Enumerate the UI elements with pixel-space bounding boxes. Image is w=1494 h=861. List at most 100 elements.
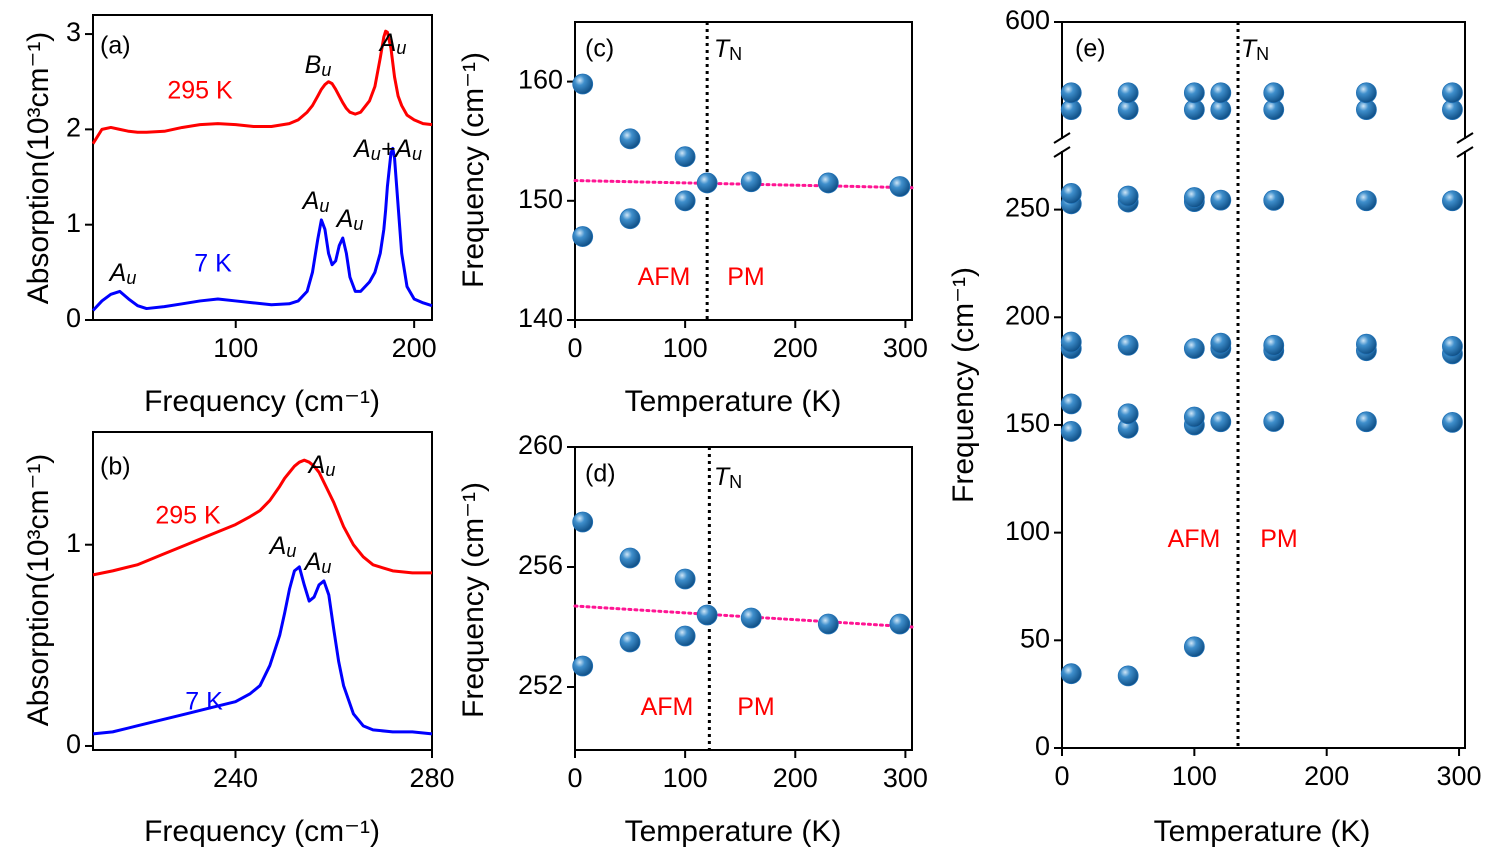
data-point xyxy=(619,631,641,653)
data-point xyxy=(1263,189,1285,211)
data-point xyxy=(1356,333,1377,355)
annotation-subscript: u xyxy=(319,196,329,216)
y-tick-label: 260 xyxy=(518,430,563,460)
annotation-subscript: N xyxy=(1256,44,1269,64)
data-point xyxy=(619,547,641,569)
data-point xyxy=(674,190,696,212)
annotation: PM xyxy=(737,693,775,721)
data-point xyxy=(674,625,696,647)
annotation-text: PM xyxy=(737,693,775,721)
data-point xyxy=(1183,406,1205,428)
series-label: 295 K xyxy=(155,502,221,530)
data-point xyxy=(740,607,762,629)
data-point xyxy=(1060,663,1082,685)
y-axis-label: Frequency (cm⁻¹) xyxy=(947,267,980,503)
data-point xyxy=(619,128,641,150)
y-tick-label: 252 xyxy=(518,670,563,700)
annotation-text: T xyxy=(1241,35,1258,63)
annotation: Au xyxy=(303,548,332,578)
spectrum-line xyxy=(92,565,433,736)
annotation: TN xyxy=(714,35,742,65)
annotation-text: B xyxy=(305,51,322,79)
data-point xyxy=(1117,185,1139,207)
annotation: TN xyxy=(1241,35,1269,65)
data-point xyxy=(1117,82,1139,104)
y-axis-label: Absorption(10³cm⁻¹) xyxy=(22,32,55,305)
data-point xyxy=(1442,82,1463,104)
x-tick-label: 100 xyxy=(213,333,258,363)
annotation-text: A xyxy=(307,451,326,479)
panel: 100 200 0 1 2 3 Frequency (cm⁻¹) Absorption(10³… xyxy=(22,14,437,418)
x-axis-label: Temperature (K) xyxy=(625,385,842,418)
y-tick-label: 0 xyxy=(66,303,81,333)
y-tick-label: 250 xyxy=(1005,193,1050,223)
data-point xyxy=(619,208,641,230)
y-tick-label: 200 xyxy=(1005,300,1050,330)
annotation: Au xyxy=(108,259,137,289)
panel-label: (b) xyxy=(100,453,131,481)
data-point xyxy=(572,511,594,533)
x-tick-label: 300 xyxy=(883,333,928,363)
x-axis-label: Temperature (K) xyxy=(1154,815,1371,848)
axis-break-mark xyxy=(1456,132,1474,144)
annotation-text: A xyxy=(335,205,354,233)
x-tick-label: 200 xyxy=(1304,761,1349,791)
annotation-subscript: N xyxy=(729,472,742,492)
annotation-text: A xyxy=(303,548,322,576)
x-axis-label: Frequency (cm⁻¹) xyxy=(144,815,380,848)
annotation: Au xyxy=(301,187,330,217)
x-tick-label: 200 xyxy=(773,333,818,363)
data-point xyxy=(572,655,594,677)
x-tick-label: 0 xyxy=(567,763,582,793)
annotation: AFM xyxy=(1168,525,1221,553)
y-axis-label: Frequency (cm⁻¹) xyxy=(457,482,490,718)
annotation-subscript: u xyxy=(396,38,406,58)
data-point xyxy=(889,176,911,197)
spectrum-line xyxy=(91,29,433,145)
data-point xyxy=(889,613,911,635)
data-point xyxy=(1210,82,1232,104)
y-tick-label: 2 xyxy=(66,113,81,143)
data-point xyxy=(1210,332,1232,354)
plot-frame xyxy=(574,21,913,321)
data-point xyxy=(817,172,839,194)
x-tick-label: 100 xyxy=(663,763,708,793)
y-tick-label: 1 xyxy=(66,208,81,238)
y-axis-label: Frequency (cm⁻¹) xyxy=(457,52,490,288)
x-tick-label: 100 xyxy=(1172,761,1217,791)
y-tick-label: 0 xyxy=(1035,731,1050,761)
annotation-subscript: N xyxy=(729,44,742,64)
data-point xyxy=(674,568,696,590)
annotation: TN xyxy=(714,463,742,493)
annotation-text: PM xyxy=(1260,525,1298,553)
annotation: AFM xyxy=(641,693,694,721)
annotation-text: AFM xyxy=(1168,525,1221,553)
data-point xyxy=(696,172,718,194)
series-label: 7 K xyxy=(185,688,223,716)
plot-frame xyxy=(92,14,433,321)
plot-frame xyxy=(574,446,913,751)
plot-frame xyxy=(1061,21,1466,749)
panel-label: (e) xyxy=(1075,35,1106,63)
panel: 0 100 200 300 140 150 160 Temperature (K) Freque… xyxy=(457,21,928,418)
data-point xyxy=(817,613,839,635)
annotation-text: PM xyxy=(727,263,765,291)
data-point xyxy=(1183,338,1205,359)
annotation-subscript: u xyxy=(321,557,331,577)
data-point xyxy=(572,73,594,95)
annotation-text: A xyxy=(108,259,127,287)
panel-label: (d) xyxy=(585,460,616,488)
x-tick-label: 100 xyxy=(663,333,708,363)
annotation-subscript: u xyxy=(286,541,296,561)
x-tick-label: 300 xyxy=(1437,761,1482,791)
data-point xyxy=(1183,187,1205,208)
data-point xyxy=(1060,421,1082,442)
series-label: 295 K xyxy=(167,77,233,105)
data-point xyxy=(1442,411,1463,433)
data-point xyxy=(1263,411,1285,432)
y-axis-label: Absorption(10³cm⁻¹) xyxy=(22,454,55,727)
y-tick-label: 50 xyxy=(1020,623,1050,653)
annotation: Bu xyxy=(305,51,332,81)
data-point xyxy=(740,171,762,193)
